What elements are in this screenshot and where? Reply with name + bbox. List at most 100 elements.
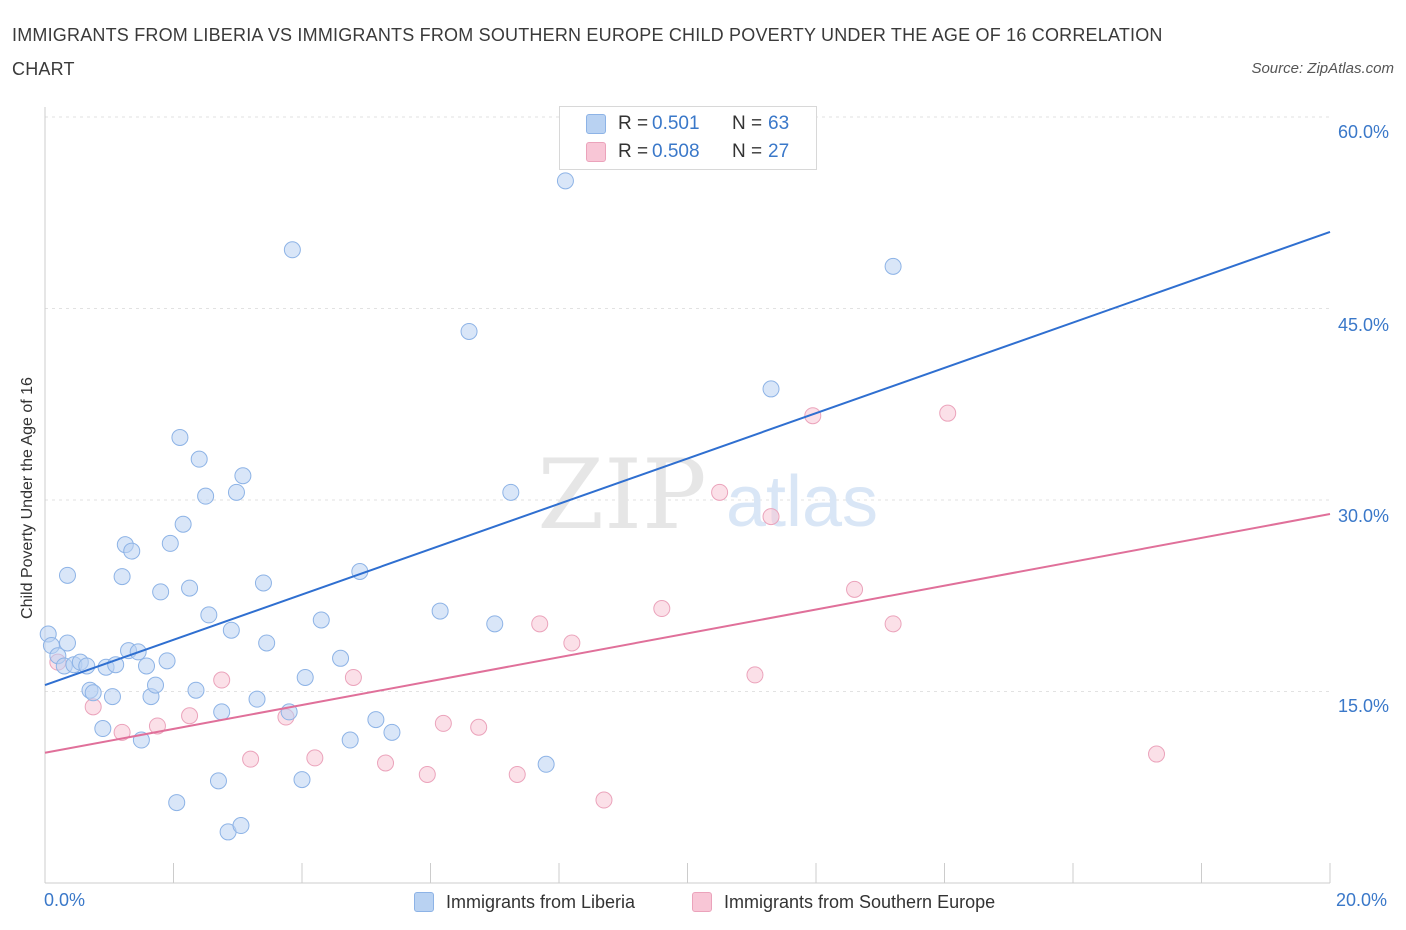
data-point-liberia	[84, 684, 102, 702]
data-point-liberia	[556, 172, 574, 190]
bottom-legend-label: Immigrants from Southern Europe	[724, 892, 996, 912]
trend-lines	[44, 230, 1331, 754]
bottom-legend-swatch-blue	[414, 892, 434, 912]
data-point-southern-europe	[846, 580, 864, 598]
data-point-liberia	[197, 487, 215, 505]
trend-line-southern-europe	[44, 513, 1331, 754]
data-point-southern-europe	[434, 714, 452, 732]
data-point-liberia	[58, 634, 76, 652]
data-point-liberia	[213, 703, 231, 721]
legend-swatch-blue	[586, 114, 606, 134]
data-point-southern-europe	[711, 483, 729, 501]
chart-title: IMMIGRANTS FROM LIBERIA VS IMMIGRANTS FR…	[12, 25, 1163, 79]
data-point-liberia	[762, 380, 780, 398]
data-point-liberia	[248, 690, 266, 708]
data-point-southern-europe	[531, 615, 549, 633]
data-point-liberia	[147, 676, 165, 694]
data-point-liberia	[884, 257, 902, 275]
data-point-liberia	[537, 755, 555, 773]
y-tick-label-30: 30.0%	[1338, 506, 1390, 526]
data-point-liberia	[103, 688, 121, 706]
data-point-liberia	[58, 566, 76, 584]
data-point-liberia	[312, 611, 330, 629]
data-point-southern-europe	[746, 666, 764, 684]
data-point-liberia	[486, 615, 504, 633]
y-tick-label-45: 45.0%	[1338, 315, 1390, 335]
data-point-southern-europe	[762, 508, 780, 526]
axes	[44, 107, 1331, 884]
data-point-southern-europe	[1148, 745, 1166, 763]
data-point-liberia	[158, 652, 176, 670]
data-point-liberia	[94, 720, 112, 738]
data-point-southern-europe	[653, 600, 671, 618]
data-point-liberia	[174, 515, 192, 533]
series-liberia-points	[39, 172, 902, 841]
data-point-southern-europe	[213, 671, 231, 689]
data-point-liberia	[168, 794, 186, 812]
data-point-liberia	[383, 723, 401, 741]
x-tick-label-max: 20.0%	[1336, 890, 1388, 910]
bottom-legend-swatch-pink	[692, 892, 712, 912]
data-point-liberia	[123, 542, 141, 560]
legend-r-label: R =	[618, 113, 649, 134]
data-point-liberia	[232, 817, 250, 835]
trend-line-liberia	[44, 230, 1331, 687]
data-point-southern-europe	[595, 791, 613, 809]
gridlines	[45, 116, 1330, 692]
data-point-southern-europe	[242, 750, 260, 768]
watermark-zip: ZIP	[537, 439, 706, 551]
data-point-liberia	[138, 657, 156, 675]
legend-n-label: N =	[732, 113, 763, 134]
data-point-liberia	[227, 483, 245, 501]
data-point-liberia	[332, 649, 350, 667]
data-point-liberia	[181, 579, 199, 597]
data-point-liberia	[200, 606, 218, 624]
watermark-atlas: atlas	[726, 462, 878, 542]
data-point-liberia	[283, 241, 301, 259]
data-point-southern-europe	[344, 668, 362, 686]
data-point-southern-europe	[306, 749, 324, 767]
data-point-liberia	[222, 621, 240, 639]
data-point-liberia	[190, 450, 208, 468]
bottom-legend-label: Immigrants from Liberia	[446, 892, 636, 912]
data-point-liberia	[113, 568, 131, 586]
legend-n-value: 63	[768, 113, 790, 134]
data-point-liberia	[431, 602, 449, 620]
data-point-liberia	[258, 634, 276, 652]
data-point-southern-europe	[508, 765, 526, 783]
data-point-liberia	[152, 583, 170, 601]
x-tick-label-min: 0.0%	[44, 890, 86, 910]
data-point-liberia	[502, 483, 520, 501]
y-tick-label-15: 15.0%	[1338, 696, 1390, 716]
data-point-liberia	[296, 668, 314, 686]
data-point-southern-europe	[148, 717, 166, 735]
data-point-southern-europe	[113, 723, 131, 741]
legend-r-value: 0.501	[652, 113, 700, 134]
correlation-legend: R = 0.501 N = 63 R = 0.508 N = 27	[559, 106, 817, 170]
data-point-southern-europe	[939, 404, 957, 422]
legend-r-label: R =	[618, 141, 649, 162]
data-point-liberia	[460, 322, 478, 340]
data-point-liberia	[293, 771, 311, 789]
data-point-southern-europe	[470, 718, 488, 736]
y-tick-label-60: 60.0%	[1338, 122, 1390, 142]
data-point-southern-europe	[563, 634, 581, 652]
legend-r-value: 0.508	[652, 141, 700, 162]
data-point-southern-europe	[804, 407, 822, 425]
data-point-liberia	[187, 681, 205, 699]
data-point-southern-europe	[884, 615, 902, 633]
data-point-liberia	[234, 467, 252, 485]
data-point-liberia	[254, 574, 272, 592]
data-point-liberia	[161, 534, 179, 552]
data-point-southern-europe	[181, 707, 199, 725]
data-point-liberia	[367, 711, 385, 729]
data-point-liberia	[171, 428, 189, 446]
data-point-southern-europe	[418, 765, 436, 783]
legend-n-value: 27	[768, 141, 790, 162]
data-point-southern-europe	[377, 754, 395, 772]
source-label: Source: ZipAtlas.com	[1251, 60, 1394, 77]
legend-n-label: N =	[732, 141, 763, 162]
data-point-liberia	[209, 772, 227, 790]
data-point-liberia	[341, 731, 359, 749]
